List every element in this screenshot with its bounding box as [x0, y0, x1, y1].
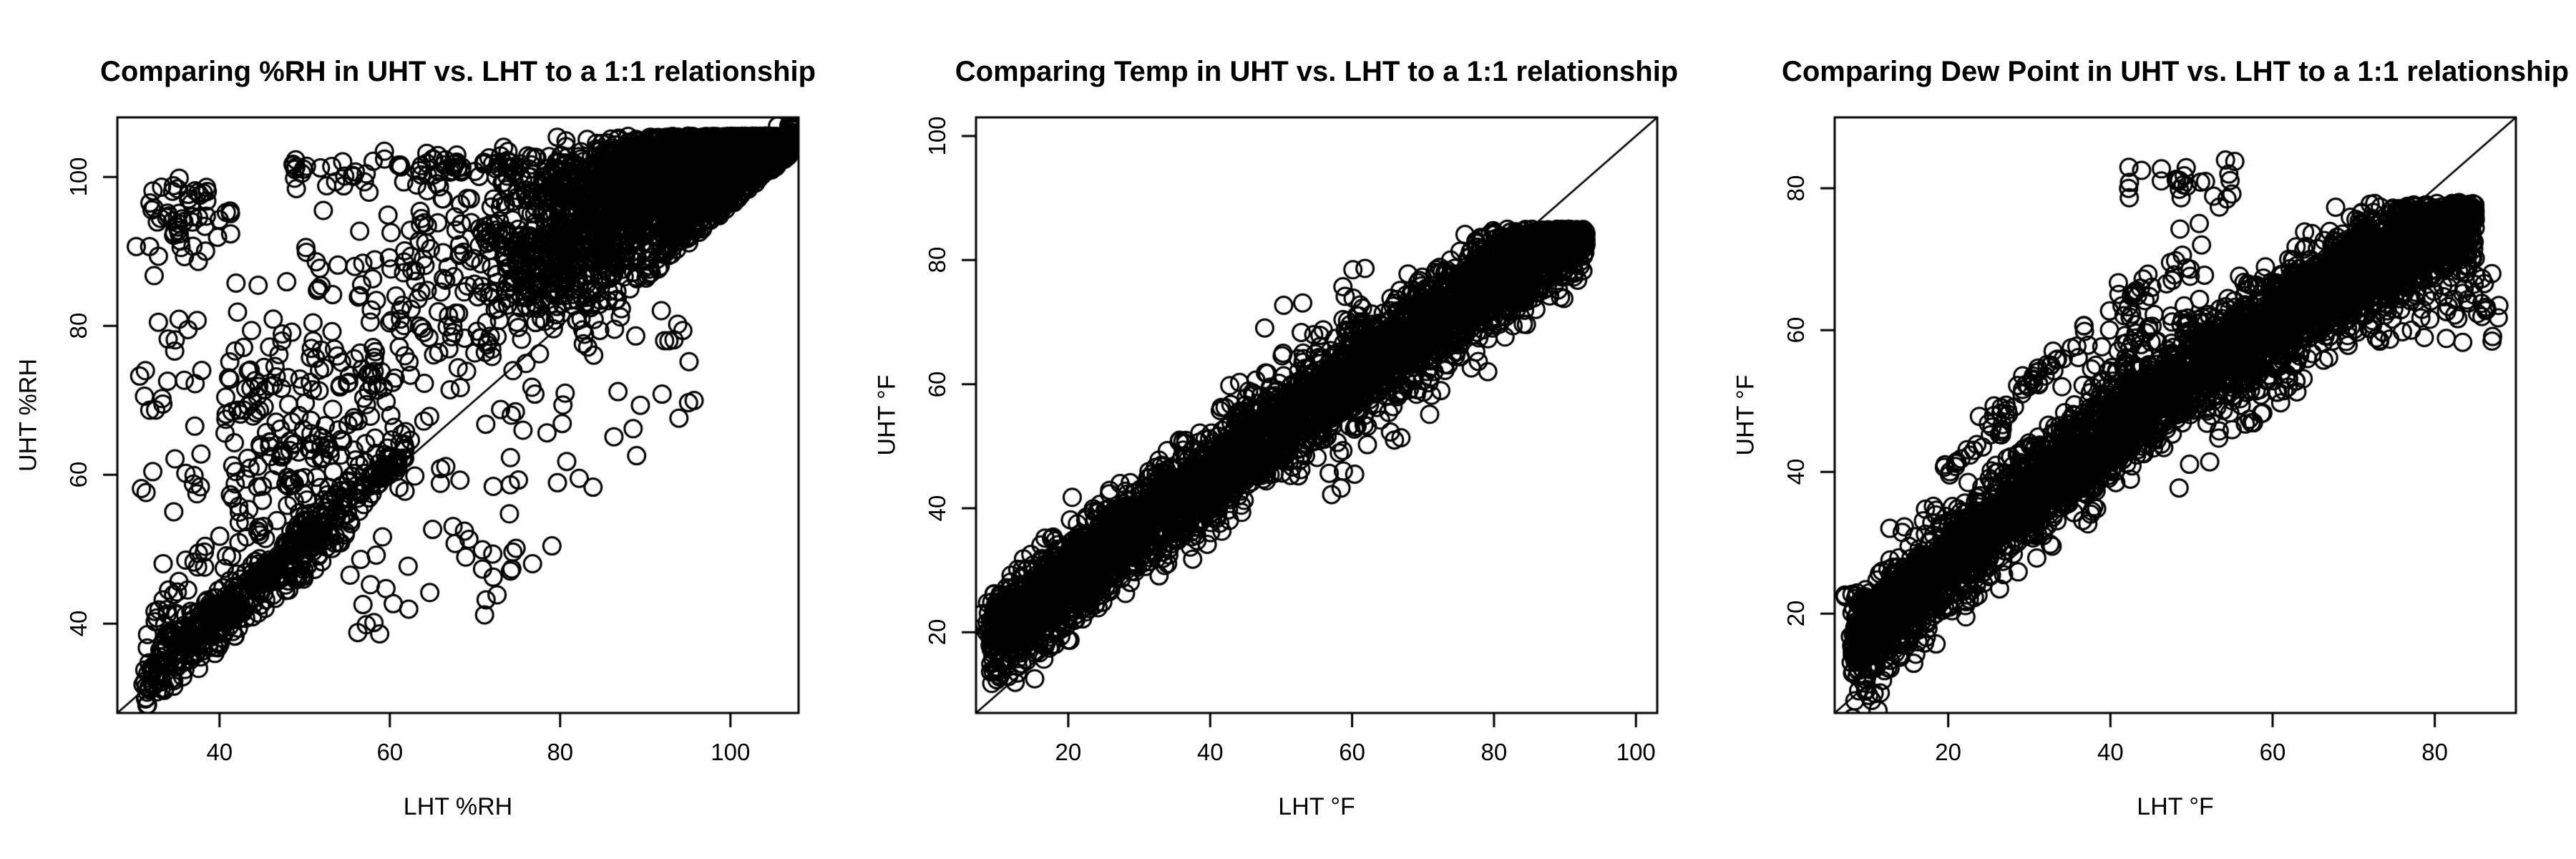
- x-axis-label: LHT °F: [1278, 793, 1355, 820]
- x-tick-label: 100: [711, 739, 751, 765]
- y-axis-label: UHT °F: [1732, 374, 1760, 456]
- y-tick-label: 60: [1782, 316, 1809, 344]
- temp-panel: Comparing Temp in UHT vs. LHT to a 1:1 r…: [859, 0, 1717, 859]
- x-tick-label: 40: [206, 739, 233, 765]
- y-tick-label: 20: [1782, 600, 1809, 627]
- y-tick-label: 80: [1782, 175, 1809, 202]
- rh-panel: Comparing %RH in UHT vs. LHT to a 1:1 re…: [0, 0, 859, 859]
- x-tick-label: 20: [1935, 739, 1962, 765]
- y-tick-label: 40: [1782, 458, 1809, 485]
- x-axis-label: LHT %RH: [403, 793, 513, 820]
- dewpoint-scatter-canvas: [1717, 0, 2576, 859]
- x-tick-label: 40: [2097, 739, 2124, 765]
- y-tick-label: 60: [65, 461, 92, 488]
- x-tick-label: 40: [1196, 739, 1224, 765]
- chart-title: Comparing %RH in UHT vs. LHT to a 1:1 re…: [99, 56, 816, 87]
- x-tick-label: 80: [2421, 739, 2449, 765]
- x-tick-label: 80: [547, 739, 574, 765]
- temp-scatter-canvas: [859, 0, 1717, 859]
- x-tick-label: 80: [1480, 739, 1508, 765]
- x-tick-label: 60: [1339, 739, 1365, 765]
- x-tick-label: 20: [1055, 739, 1082, 765]
- y-tick-label: 100: [924, 116, 950, 156]
- x-tick-label: 60: [2259, 739, 2286, 765]
- y-tick-label: 80: [65, 312, 92, 339]
- y-axis-label: UHT °F: [873, 374, 901, 456]
- rh-scatter-canvas: [0, 0, 859, 859]
- y-tick-label: 20: [924, 618, 950, 646]
- y-axis-label: UHT %RH: [14, 358, 42, 472]
- chart-title: Comparing Temp in UHT vs. LHT to a 1:1 r…: [955, 56, 1679, 87]
- y-tick-label: 60: [924, 371, 950, 398]
- y-tick-label: 40: [924, 495, 950, 522]
- x-tick-label: 60: [376, 739, 404, 765]
- x-axis-label: LHT °F: [2137, 793, 2214, 820]
- chart-title: Comparing Dew Point in UHT vs. LHT to a …: [1781, 56, 2570, 87]
- y-tick-label: 100: [65, 157, 92, 197]
- y-tick-label: 80: [924, 246, 950, 273]
- dewpoint-panel: Comparing Dew Point in UHT vs. LHT to a …: [1717, 0, 2576, 859]
- y-tick-label: 40: [65, 610, 92, 637]
- x-tick-label: 100: [1616, 739, 1656, 765]
